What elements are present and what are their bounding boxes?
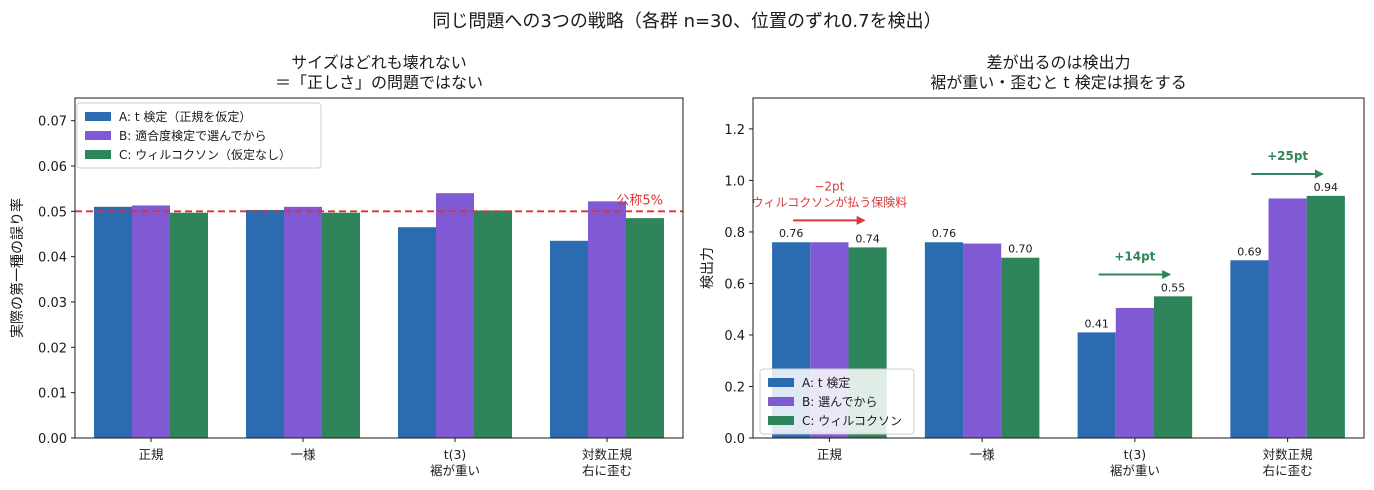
y-tick-label: 0.03 (38, 296, 67, 311)
bar-b (588, 201, 626, 438)
plot-frame (74, 97, 684, 439)
bar-value-label: 0.76 (779, 227, 804, 240)
y-tick-label: 1.2 (724, 123, 745, 138)
reference-line-label: 公称5% (616, 193, 663, 208)
y-tick-label: 0.02 (38, 341, 67, 356)
legend-box (76, 102, 322, 169)
y-tick-label: 0.05 (38, 205, 67, 220)
bar-b (436, 193, 474, 438)
bar-c (474, 210, 512, 438)
x-tick-label: 対数正規 (1263, 447, 1314, 462)
chart-title-line1: サイズはどれも壊れない (291, 53, 467, 72)
bar-a (1077, 332, 1116, 438)
annotation-text: ウィルコクソンが払う保険料 (751, 194, 907, 209)
x-tick-label: 対数正規 (582, 447, 633, 462)
y-tick-label: 0.06 (38, 160, 67, 175)
y-tick-label: 0.6 (724, 277, 745, 292)
bar-b (1268, 198, 1307, 438)
bar-value-label: 0.94 (1314, 181, 1339, 194)
y-tick-label: 0.01 (38, 387, 67, 402)
bar-value-label: 0.69 (1237, 245, 1262, 258)
chart-title-line1: 差が出るのは検出力 (986, 53, 1130, 72)
bar-c (1001, 257, 1040, 438)
bar-a (1230, 260, 1269, 438)
y-tick-label: 0.8 (724, 226, 745, 241)
bar-value-label: 0.74 (855, 232, 880, 245)
bar-a (924, 242, 964, 438)
legend-label: C: ウィルコクソン (802, 414, 902, 428)
y-axis-label: 実際の第一種の誤り率 (9, 198, 26, 338)
bar-c (1153, 296, 1193, 438)
legend-swatch (768, 416, 794, 425)
y-tick-label: 0.00 (38, 432, 67, 447)
y-tick-label: 0.07 (38, 115, 67, 130)
y-tick-label: 1.0 (724, 174, 745, 189)
bar-value-label: 0.55 (1161, 281, 1186, 294)
annotation-text: +14pt (1114, 249, 1155, 263)
plot-frame (752, 97, 1365, 439)
legend-box (759, 368, 915, 435)
legend-label: A: t 検定（正規を仮定） (119, 109, 251, 124)
x-tick-label: 右に歪む (1263, 463, 1313, 478)
bar-value-label: 0.70 (1008, 243, 1033, 256)
bar-b (963, 243, 1002, 438)
legend-label: B: 選んでから (802, 395, 878, 409)
annotation-text: +25pt (1267, 149, 1308, 163)
x-tick-label: 一様 (290, 447, 316, 462)
annotation-text: −2pt (814, 179, 844, 193)
y-tick-label: 0.2 (724, 380, 745, 395)
legend-swatch (768, 397, 794, 406)
y-tick-label: 0.04 (38, 251, 67, 266)
chart-title-line2: 裾が重い・歪むと t 検定は損をする (930, 73, 1186, 92)
bar-a (94, 206, 132, 438)
bar-a (550, 240, 588, 438)
bar-value-label: 0.76 (932, 227, 957, 240)
y-tick-label: 0.4 (724, 329, 745, 344)
bar-b (1115, 307, 1154, 438)
x-tick-label: 裾が重い (1110, 463, 1160, 478)
annotation-arrowhead (1162, 269, 1172, 279)
annotation-arrowhead (856, 215, 866, 225)
bar-b (132, 205, 170, 438)
figure-suptitle: 同じ問題への3つの戦略（各群 n=30、位置のずれ0.7を検出） (432, 11, 941, 32)
y-tick-label: 0.0 (724, 432, 745, 447)
legend-swatch (85, 150, 111, 159)
legend-label: A: t 検定 (802, 375, 850, 390)
legend-label: B: 適合度検定で選んでから (119, 128, 267, 143)
x-tick-label: t(3) (1124, 447, 1147, 462)
bar-a (398, 227, 436, 438)
legend-swatch (85, 112, 111, 121)
chart-title-line2: ＝「正しさ」の問題ではない (275, 73, 483, 92)
bar-a (246, 209, 284, 438)
y-axis-label: 検出力 (700, 247, 716, 289)
x-tick-label: t(3) (444, 447, 467, 462)
x-tick-label: 一様 (970, 447, 996, 462)
bar-value-label: 0.41 (1084, 317, 1109, 330)
bar-b (284, 206, 322, 438)
legend-swatch (85, 131, 111, 140)
bar-c (1306, 195, 1345, 438)
legend-swatch (768, 378, 794, 387)
bar-c (322, 212, 360, 438)
legend-label: C: ウィルコクソン（仮定なし） (119, 147, 291, 162)
x-tick-label: 正規 (817, 447, 843, 462)
x-tick-label: 右に歪む (582, 463, 632, 478)
x-tick-label: 裾が重い (430, 463, 480, 478)
annotation-arrowhead (1314, 169, 1324, 179)
bar-c (626, 218, 664, 438)
x-tick-label: 正規 (138, 447, 164, 462)
bar-c (170, 212, 208, 438)
